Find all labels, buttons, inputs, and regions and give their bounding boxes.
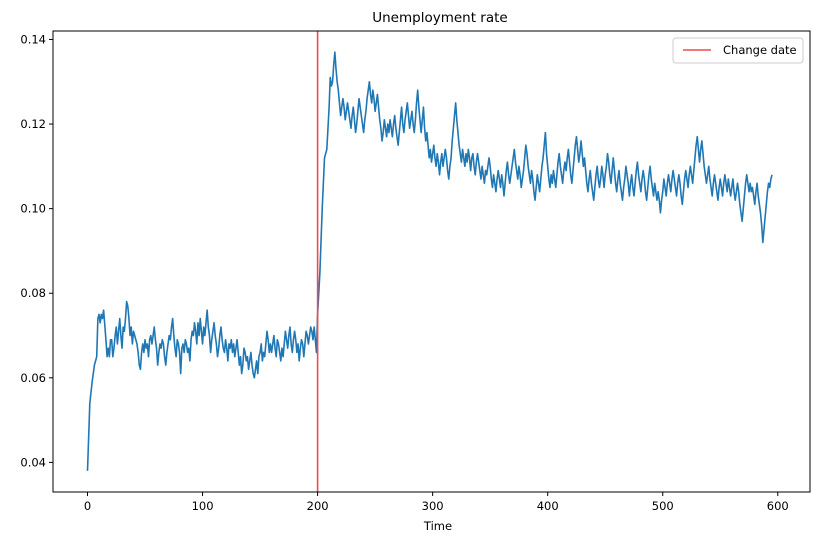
y-tick-label-0.12: 0.12: [20, 117, 46, 131]
legend-label-change-date: Change date: [723, 43, 797, 57]
plot-frame: [52, 30, 811, 493]
chart-title: Unemployment rate: [372, 10, 507, 26]
y-tick-label-0.08: 0.08: [20, 286, 46, 300]
y-tick-label-0.04: 0.04: [20, 455, 46, 469]
series-line-0: [86, 51, 773, 471]
x-axis: 0 100 200 300 400 500 600: [84, 492, 789, 513]
x-tick-label-200: 200: [307, 499, 329, 513]
x-tick-label-500: 500: [652, 499, 674, 513]
y-tick-label-0.10: 0.10: [20, 202, 46, 216]
x-tick-label-100: 100: [192, 499, 214, 513]
x-axis-label: Time: [423, 519, 452, 533]
legend-box: [672, 37, 804, 64]
x-tick-label-300: 300: [422, 499, 444, 513]
legend: Change date: [672, 37, 804, 64]
y-axis: 0.04 0.06 0.08 0.10 0.12 0.14: [20, 32, 53, 469]
x-tick-label-400: 400: [537, 499, 559, 513]
x-tick-label-0: 0: [84, 499, 91, 513]
y-tick-label-0.14: 0.14: [20, 32, 46, 46]
y-tick-label-0.06: 0.06: [20, 371, 46, 385]
x-tick-label-600: 600: [767, 499, 789, 513]
series-layer: [86, 31, 773, 492]
